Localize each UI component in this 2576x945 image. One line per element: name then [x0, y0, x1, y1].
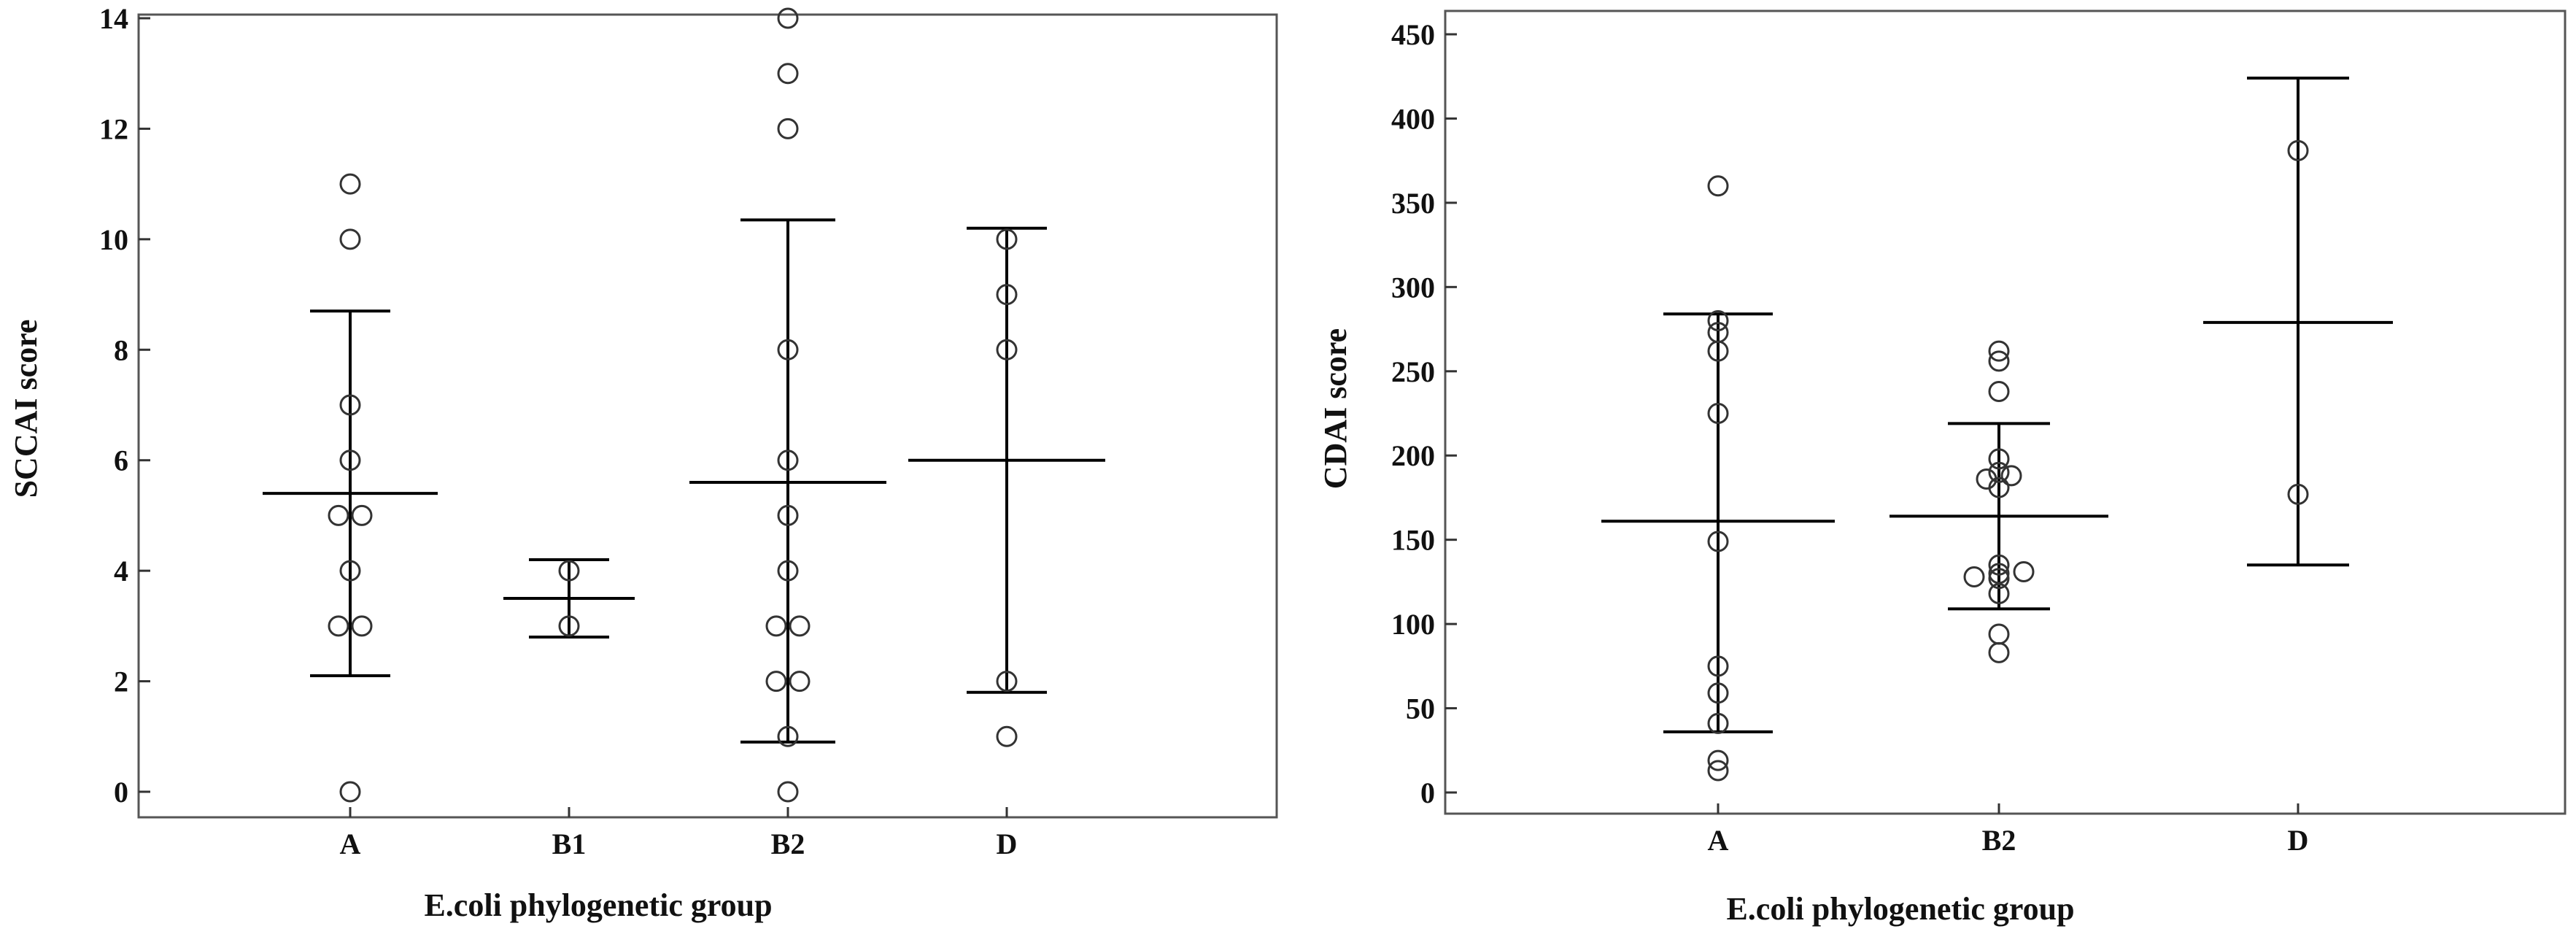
- data-point: [1707, 310, 1729, 332]
- data-point: [339, 450, 361, 471]
- data-point: [765, 615, 787, 637]
- y-tick-label: 100: [1391, 608, 1435, 641]
- data-point: [1988, 461, 2010, 483]
- data-point: [339, 228, 361, 250]
- y-axis: 0 50 100 150 200 250 300 350 400 450: [1391, 18, 1457, 809]
- y-tick-label: 250: [1391, 355, 1435, 388]
- y-tick-label: 50: [1406, 693, 1435, 725]
- data-point: [1707, 403, 1729, 424]
- data-point: [1707, 340, 1729, 362]
- data-point: [1988, 568, 2010, 590]
- x-axis-title: E.coli phylogenetic group: [424, 887, 772, 923]
- sccai-score-chart: 0 2 4 6 8 10 12 14 A B1 B2 D E.coli phylogenetic g…: [8, 2, 1278, 923]
- y-tick-label: 0: [1420, 776, 1435, 809]
- x-tick-label: D: [997, 828, 1018, 860]
- data-point: [777, 7, 799, 29]
- y-tick-label: 12: [99, 112, 128, 145]
- data-point: [1988, 340, 2010, 362]
- data-point: [339, 173, 361, 195]
- data-point: [996, 284, 1018, 306]
- data-point: [777, 560, 799, 582]
- data-point: [1707, 682, 1729, 704]
- data-point: [1988, 477, 2010, 498]
- x-tick-label: B2: [771, 828, 805, 860]
- y-axis-title: CDAI score: [1318, 328, 1353, 489]
- data-point: [1988, 350, 2010, 372]
- data-point: [351, 615, 373, 637]
- data-point: [789, 615, 811, 637]
- data-point: [777, 781, 799, 803]
- data-point: [1707, 175, 1729, 197]
- data-point: [996, 671, 1018, 693]
- data-point: [1988, 583, 2010, 605]
- data-point: [2013, 561, 2035, 583]
- x-axis-title: E.coli phylogenetic group: [1726, 891, 2074, 927]
- data-point: [339, 560, 361, 582]
- y-axis: 0 2 4 6 8 10 12 14: [99, 2, 150, 809]
- x-tick-label: D: [2288, 824, 2309, 857]
- y-tick-label: 350: [1391, 187, 1435, 220]
- data-point: [789, 671, 811, 693]
- y-tick-label: 10: [99, 223, 128, 256]
- y-tick-label: 150: [1391, 524, 1435, 557]
- y-tick-label: 450: [1391, 18, 1435, 51]
- sccai-chart-panel: 0 2 4 6 8 10 12 14 A B1 B2 D E.coli phylogenetic g…: [8, 2, 1278, 923]
- data-point: [2287, 483, 2309, 505]
- data-point: [558, 560, 580, 582]
- data-point: [2287, 139, 2309, 161]
- y-tick-label: 400: [1391, 102, 1435, 135]
- data-point: [996, 228, 1018, 250]
- data-point: [1707, 712, 1729, 734]
- data-marks: [1601, 77, 2393, 782]
- data-point: [328, 615, 349, 637]
- x-tick-label: B2: [1982, 824, 2016, 857]
- data-point: [351, 504, 373, 526]
- data-point: [1988, 563, 2010, 585]
- y-tick-label: 2: [114, 666, 128, 698]
- data-point: [2000, 465, 2022, 487]
- data-point: [1988, 448, 2010, 470]
- plot-frame: [1444, 9, 2567, 815]
- x-axis: A B2 D: [1708, 803, 2309, 857]
- y-tick-label: 0: [114, 776, 128, 809]
- data-point: [765, 671, 787, 693]
- cdai-score-chart: 0 50 100 150 200 250 300 350 400 450 A B2 D E.coli …: [1318, 9, 2567, 927]
- data-point: [1988, 623, 2010, 645]
- data-point: [996, 725, 1018, 747]
- data-point: [1988, 380, 2010, 402]
- data-point: [1988, 641, 2010, 663]
- data-point: [777, 450, 799, 471]
- data-point: [777, 725, 799, 747]
- y-tick-label: 6: [114, 444, 128, 477]
- data-point: [1707, 760, 1729, 782]
- data-point: [328, 504, 349, 526]
- data-point: [777, 117, 799, 139]
- cdai-chart-panel: 0 50 100 150 200 250 300 350 400 450 A B2 D E.coli …: [1288, 0, 2576, 945]
- y-tick-label: 300: [1391, 271, 1435, 304]
- data-marks: [263, 7, 1105, 803]
- data-point: [339, 781, 361, 803]
- y-tick-label: 8: [114, 333, 128, 366]
- y-axis-title: SCCAI score: [8, 320, 44, 498]
- data-point: [1963, 566, 1985, 587]
- y-tick-label: 4: [114, 555, 128, 587]
- data-point: [1707, 531, 1729, 552]
- x-tick-label: B1: [552, 828, 587, 860]
- data-point: [777, 63, 799, 85]
- data-point: [339, 394, 361, 416]
- data-point: [996, 339, 1018, 360]
- data-point: [1707, 749, 1729, 771]
- x-tick-label: A: [340, 828, 361, 860]
- data-point: [1707, 655, 1729, 677]
- y-tick-label: 14: [99, 2, 128, 35]
- data-point: [1988, 554, 2010, 576]
- data-point: [777, 504, 799, 526]
- y-tick-label: 200: [1391, 439, 1435, 472]
- data-point: [558, 615, 580, 637]
- x-axis: A B1 B2 D: [340, 807, 1018, 860]
- plot-frame: [137, 13, 1278, 819]
- x-tick-label: A: [1708, 824, 1729, 857]
- data-point: [777, 339, 799, 360]
